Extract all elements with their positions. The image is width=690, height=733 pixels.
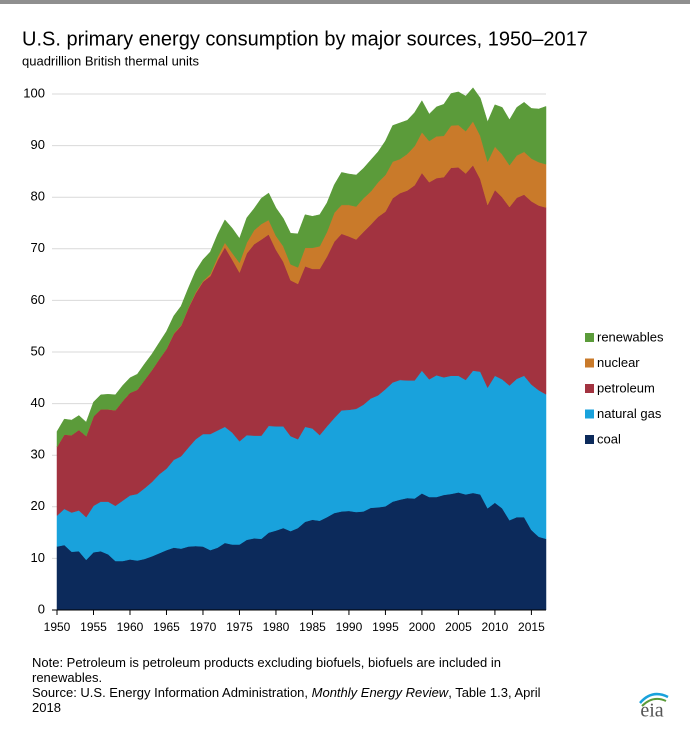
legend-swatch bbox=[585, 384, 594, 393]
legend-swatch bbox=[585, 409, 594, 419]
x-tick-label: 1960 bbox=[117, 620, 144, 634]
y-tick-label: 90 bbox=[31, 137, 45, 152]
chart-title: U.S. primary energy consumption by major… bbox=[22, 28, 588, 50]
legend-label: petroleum bbox=[597, 380, 655, 395]
y-tick-label: 60 bbox=[31, 292, 45, 307]
legend-swatch bbox=[585, 333, 594, 342]
source-text: , Table 1.3, April 2018 bbox=[32, 685, 541, 715]
x-tick-label: 1955 bbox=[80, 620, 107, 634]
logo: eia bbox=[639, 692, 669, 722]
logo-text: eia bbox=[640, 700, 663, 722]
x-tick-label: 1980 bbox=[263, 620, 290, 634]
legend-label: renewables bbox=[597, 329, 664, 344]
note: Note: Petroleum is petroleum products ex… bbox=[32, 655, 501, 685]
source-text: Source: U.S. Energy Information Administ… bbox=[32, 685, 312, 700]
legend-label: coal bbox=[597, 431, 621, 446]
y-tick-label: 50 bbox=[31, 343, 45, 358]
source-publication: Monthly Energy Review bbox=[311, 685, 449, 700]
y-tick-label: 30 bbox=[31, 447, 45, 462]
legend-swatch bbox=[585, 435, 594, 444]
x-tick-label: 2015 bbox=[518, 620, 545, 634]
y-tick-label: 0 bbox=[38, 601, 45, 616]
x-tick-label: 2010 bbox=[482, 620, 509, 634]
chart-subtitle: quadrillion British thermal units bbox=[22, 53, 200, 68]
x-tick-label: 2000 bbox=[409, 620, 436, 634]
x-tick-label: 2005 bbox=[445, 620, 472, 634]
y-tick-label: 100 bbox=[23, 85, 45, 100]
y-tick-label: 80 bbox=[31, 189, 45, 204]
x-tick-label: 1950 bbox=[44, 620, 71, 634]
x-tick-label: 1985 bbox=[299, 620, 326, 634]
x-tick-label: 1965 bbox=[153, 620, 180, 634]
area bbox=[56, 87, 547, 448]
y-tick-label: 20 bbox=[31, 498, 45, 513]
source: Source: U.S. Energy Information Administ… bbox=[32, 685, 572, 715]
top-bar bbox=[0, 0, 690, 4]
legend-label: natural gas bbox=[597, 406, 662, 421]
legend-swatch bbox=[585, 358, 594, 368]
y-tick-label: 70 bbox=[31, 240, 45, 255]
y-tick-label: 10 bbox=[31, 550, 45, 565]
x-tick-label: 1975 bbox=[226, 620, 253, 634]
plot: 0 10 20 30 40 50 60 70 80 90 100 1950 1955 1960 1965 19… bbox=[23, 85, 664, 634]
x-tick-label: 1990 bbox=[336, 620, 363, 634]
y-tick-label: 40 bbox=[31, 395, 45, 410]
legend-label: nuclear bbox=[597, 355, 640, 370]
x-tick-label: 1970 bbox=[190, 620, 217, 634]
x-tick-label: 1995 bbox=[372, 620, 399, 634]
notes: Note: Petroleum is petroleum products ex… bbox=[32, 655, 572, 715]
